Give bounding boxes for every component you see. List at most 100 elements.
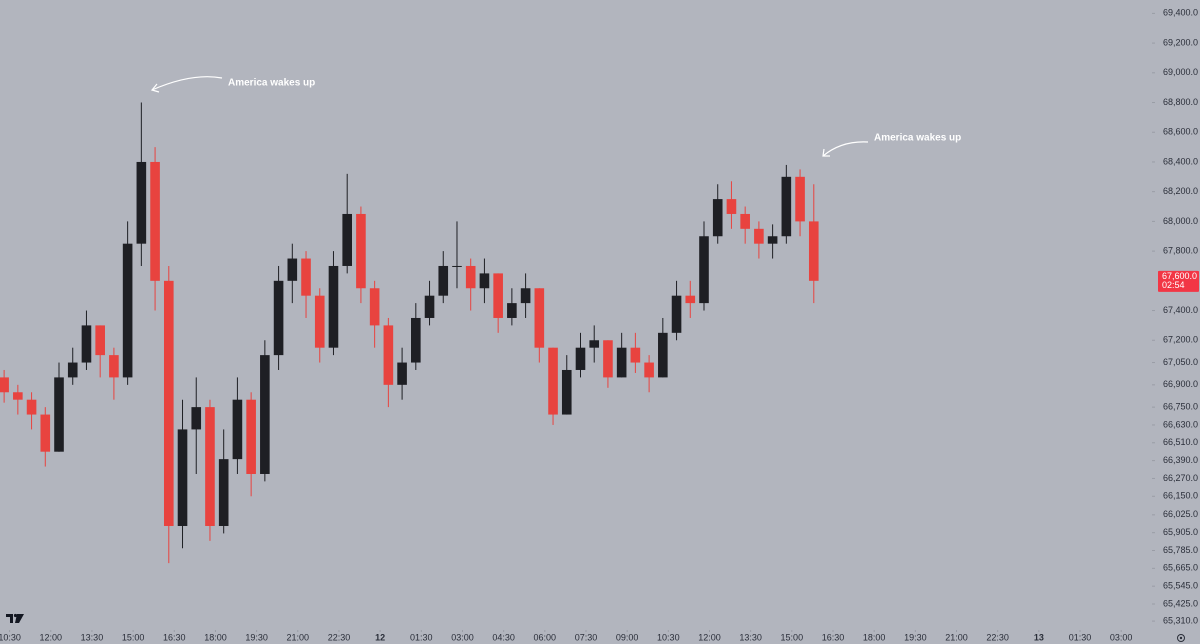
candle-body [356, 213, 366, 289]
candle-body [561, 369, 572, 415]
candle-body [630, 347, 641, 363]
x-tick-label: 10:30 [0, 632, 21, 642]
y-tick-label: 69,000.0 [1163, 67, 1198, 77]
candle-body [40, 414, 51, 452]
x-tick-label: 19:30 [904, 632, 927, 642]
logo-dot [13, 613, 18, 618]
settings-center[interactable] [1179, 636, 1183, 640]
y-tick-label: 66,390.0 [1163, 455, 1198, 465]
candle-body [287, 258, 298, 281]
x-tick-label: 16:30 [163, 632, 186, 642]
x-tick-label: 09:00 [616, 632, 639, 642]
y-tick-label: 66,270.0 [1163, 473, 1198, 483]
y-tick-label: 67,800.0 [1163, 245, 1198, 255]
y-tick-label: 65,665.0 [1163, 563, 1198, 573]
candle-body [136, 161, 147, 244]
annotation-arrow [151, 76, 223, 91]
y-tick-label: 68,400.0 [1163, 156, 1198, 166]
candle-body [163, 280, 174, 526]
candle-body [218, 459, 229, 526]
x-tick-label: 18:00 [863, 632, 886, 642]
y-tick-label: 67,400.0 [1163, 305, 1198, 315]
candle-body [67, 362, 78, 378]
x-tick-label: 04:30 [492, 632, 515, 642]
candle-body [520, 288, 531, 304]
candle-body [740, 213, 750, 229]
annotation: America wakes up [228, 78, 315, 89]
candle-body [465, 265, 476, 289]
x-tick-label: 13 [1034, 632, 1044, 642]
candle-body [314, 295, 325, 348]
candle-body [616, 347, 627, 378]
y-tick-label: 66,150.0 [1163, 491, 1198, 501]
candle-body [726, 199, 737, 214]
y-tick-label: 68,600.0 [1163, 127, 1198, 137]
countdown-label: 02:54 [1162, 280, 1185, 290]
annotation-arrowhead [822, 148, 830, 157]
candle-body [150, 161, 160, 281]
candle-body [383, 325, 394, 385]
candle-body [548, 347, 558, 415]
candle-body [81, 325, 92, 363]
candle-body [273, 280, 284, 356]
candle-body [767, 236, 778, 244]
candle-body [328, 265, 339, 348]
y-tick-label: 66,630.0 [1163, 419, 1198, 429]
candle-body [301, 258, 311, 296]
candle-body [781, 176, 792, 237]
candle-body [699, 236, 709, 304]
candle-body [493, 273, 503, 318]
x-tick-label: 15:00 [122, 632, 145, 642]
y-tick-label: 66,025.0 [1163, 509, 1198, 519]
x-tick-label: 12:00 [698, 632, 721, 642]
candle-body [603, 340, 613, 378]
x-tick-label: 18:00 [204, 632, 227, 642]
candle-body [397, 362, 407, 385]
candle-body [0, 377, 9, 393]
candle-body [342, 213, 352, 266]
y-tick-label: 69,400.0 [1163, 8, 1198, 18]
x-tick-label: 12 [375, 632, 385, 642]
last-price-tag [1158, 270, 1199, 292]
y-tick-label: 65,425.0 [1163, 598, 1198, 608]
candle-body [795, 176, 805, 222]
candle-body [589, 340, 600, 348]
x-tick-label: 16:30 [822, 632, 845, 642]
y-tick-label: 68,200.0 [1163, 186, 1198, 196]
candle-body [54, 377, 64, 452]
y-tick-label: 66,750.0 [1163, 401, 1198, 411]
x-tick-label: 06:00 [534, 632, 557, 642]
candle-body [109, 355, 119, 378]
x-tick-label: 07:30 [575, 632, 598, 642]
candle-body [424, 295, 435, 318]
candle-body [13, 392, 23, 400]
last-price-label: 67,600.0 [1162, 271, 1197, 281]
candle-body [479, 273, 490, 289]
logo-mark [6, 614, 24, 623]
candle-body [191, 407, 202, 430]
y-tick-label: 66,900.0 [1163, 379, 1198, 389]
settings-gear[interactable] [1177, 634, 1185, 642]
x-tick-label: 12:00 [40, 632, 63, 642]
candle-body [246, 399, 256, 474]
tradingview-logo [6, 613, 24, 623]
x-tick-label: 03:00 [451, 632, 474, 642]
x-tick-label: 13:30 [81, 632, 104, 642]
y-tick-label: 68,800.0 [1163, 97, 1198, 107]
x-tick-label: 21:00 [945, 632, 968, 642]
y-tick-label: 65,905.0 [1163, 527, 1198, 537]
x-tick-label: 10:30 [657, 632, 680, 642]
candle-body [411, 317, 421, 363]
candle-body [26, 399, 37, 415]
x-tick-label: 03:00 [1110, 632, 1133, 642]
candle-body [122, 243, 133, 378]
settings-icon[interactable] [1177, 634, 1185, 642]
candle-body [534, 288, 545, 348]
x-tick-label: 01:30 [410, 632, 433, 642]
y-tick-label: 67,200.0 [1163, 335, 1198, 345]
candle-body [452, 265, 462, 267]
candle-body [712, 199, 723, 237]
candle-body [438, 265, 449, 296]
